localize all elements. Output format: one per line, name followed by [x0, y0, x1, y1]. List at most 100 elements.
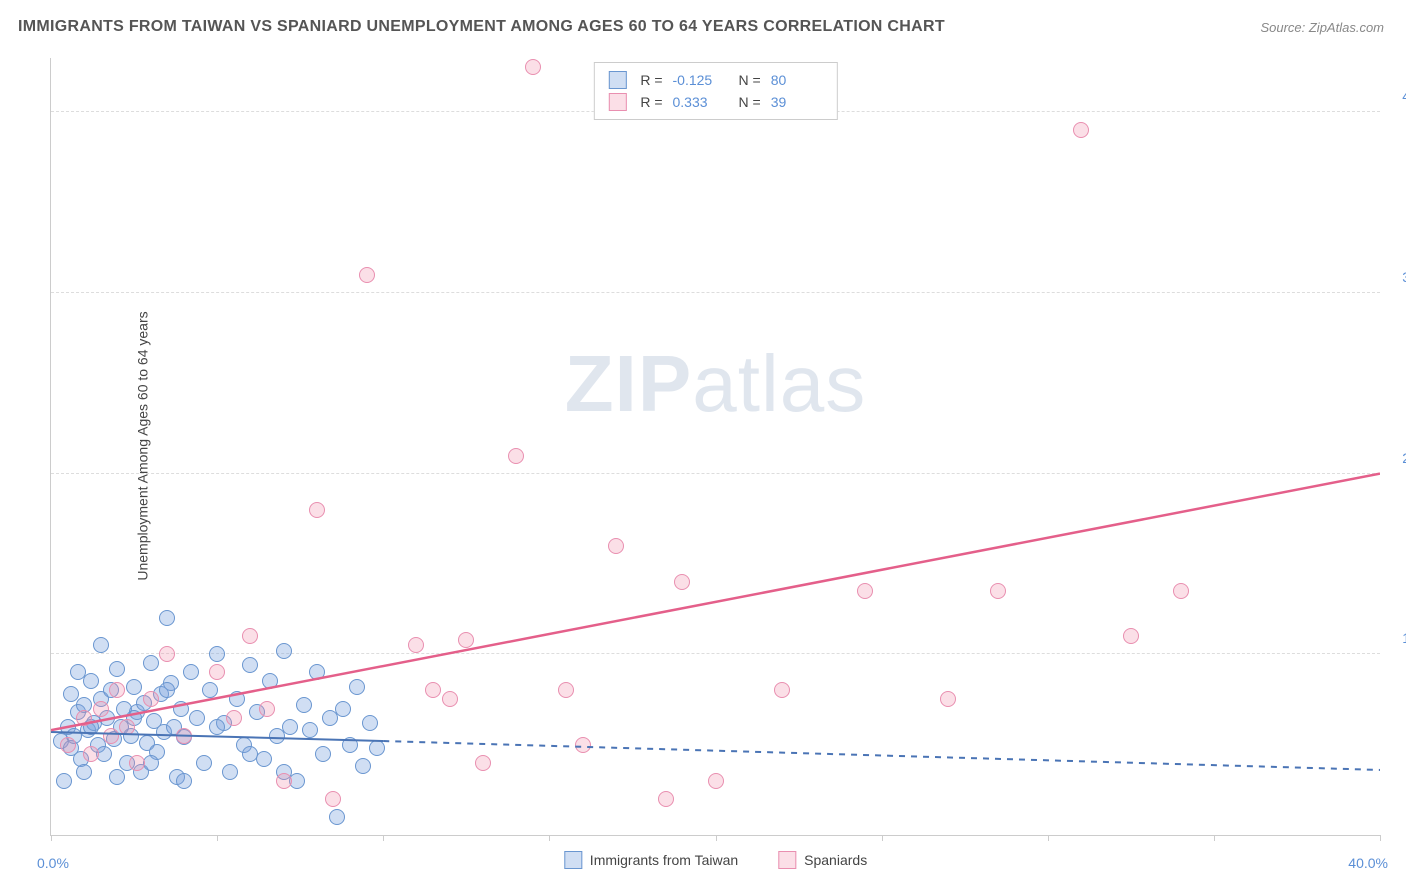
- data-point: [1173, 583, 1189, 599]
- data-point: [309, 502, 325, 518]
- data-point: [315, 746, 331, 762]
- data-point: [70, 664, 86, 680]
- x-tick: [51, 835, 52, 841]
- data-point: [129, 755, 145, 771]
- data-point: [276, 773, 292, 789]
- legend-swatch: [608, 93, 626, 111]
- data-point: [83, 746, 99, 762]
- legend-swatch: [778, 851, 796, 869]
- data-point: [359, 267, 375, 283]
- y-tick-label: 10.0%: [1402, 630, 1406, 646]
- data-point: [355, 758, 371, 774]
- data-point: [259, 701, 275, 717]
- data-point: [674, 574, 690, 590]
- data-point: [369, 740, 385, 756]
- data-point: [658, 791, 674, 807]
- data-point: [209, 719, 225, 735]
- data-point: [442, 691, 458, 707]
- data-point: [226, 710, 242, 726]
- data-point: [143, 691, 159, 707]
- data-point: [202, 682, 218, 698]
- data-point: [76, 764, 92, 780]
- data-point: [1073, 122, 1089, 138]
- watermark: ZIPatlas: [565, 338, 866, 430]
- data-point: [126, 679, 142, 695]
- gridline: [51, 653, 1380, 654]
- x-tick: [1214, 835, 1215, 841]
- data-point: [93, 637, 109, 653]
- data-point: [229, 691, 245, 707]
- legend-swatch: [608, 71, 626, 89]
- data-point: [774, 682, 790, 698]
- data-point: [60, 737, 76, 753]
- data-point: [242, 628, 258, 644]
- series-name: Spaniards: [804, 852, 867, 868]
- data-point: [362, 715, 378, 731]
- x-tick: [882, 835, 883, 841]
- data-point: [1123, 628, 1139, 644]
- data-point: [242, 746, 258, 762]
- x-tick: [1380, 835, 1381, 841]
- r-value: -0.125: [673, 72, 725, 88]
- n-value: 80: [771, 72, 823, 88]
- r-value: 0.333: [673, 94, 725, 110]
- y-tick-label: 30.0%: [1402, 269, 1406, 285]
- data-point: [940, 691, 956, 707]
- n-label: N =: [739, 72, 761, 88]
- watermark-light: atlas: [692, 339, 866, 428]
- data-point: [425, 682, 441, 698]
- n-label: N =: [739, 94, 761, 110]
- plot-area: ZIPatlas R =-0.125N =80R =0.333N =39 Imm…: [50, 58, 1380, 836]
- data-point: [990, 583, 1006, 599]
- source-attribution: Source: ZipAtlas.com: [1260, 20, 1384, 35]
- regression-lines-layer: [51, 58, 1380, 835]
- data-point: [159, 610, 175, 626]
- data-point: [83, 673, 99, 689]
- data-point: [176, 728, 192, 744]
- data-point: [296, 697, 312, 713]
- data-point: [262, 673, 278, 689]
- regression-line: [51, 474, 1380, 731]
- data-point: [342, 737, 358, 753]
- data-point: [349, 679, 365, 695]
- series-legend-item: Spaniards: [778, 851, 867, 869]
- x-tick-label: 40.0%: [1348, 855, 1388, 871]
- y-tick-label: 20.0%: [1402, 450, 1406, 466]
- data-point: [189, 710, 205, 726]
- legend-swatch: [564, 851, 582, 869]
- data-point: [335, 701, 351, 717]
- stats-legend-row: R =0.333N =39: [608, 91, 822, 113]
- data-point: [63, 686, 79, 702]
- data-point: [109, 661, 125, 677]
- data-point: [329, 809, 345, 825]
- data-point: [143, 655, 159, 671]
- chart-title: IMMIGRANTS FROM TAIWAN VS SPANIARD UNEMP…: [18, 18, 945, 36]
- data-point: [109, 769, 125, 785]
- data-point: [209, 646, 225, 662]
- data-point: [209, 664, 225, 680]
- data-point: [176, 773, 192, 789]
- series-legend-item: Immigrants from Taiwan: [564, 851, 738, 869]
- data-point: [183, 664, 199, 680]
- data-point: [309, 664, 325, 680]
- data-point: [76, 710, 92, 726]
- data-point: [708, 773, 724, 789]
- data-point: [608, 538, 624, 554]
- data-point: [242, 657, 258, 673]
- x-tick: [1048, 835, 1049, 841]
- data-point: [159, 682, 175, 698]
- data-point: [302, 722, 318, 738]
- data-point: [325, 791, 341, 807]
- data-point: [159, 646, 175, 662]
- data-point: [56, 773, 72, 789]
- data-point: [93, 701, 109, 717]
- r-label: R =: [640, 94, 662, 110]
- watermark-bold: ZIP: [565, 339, 692, 428]
- data-point: [458, 632, 474, 648]
- regression-line-extension: [383, 741, 1380, 770]
- series-legend: Immigrants from Taiwan Spaniards: [564, 851, 867, 869]
- data-point: [103, 728, 119, 744]
- data-point: [276, 643, 292, 659]
- x-tick: [716, 835, 717, 841]
- x-tick: [549, 835, 550, 841]
